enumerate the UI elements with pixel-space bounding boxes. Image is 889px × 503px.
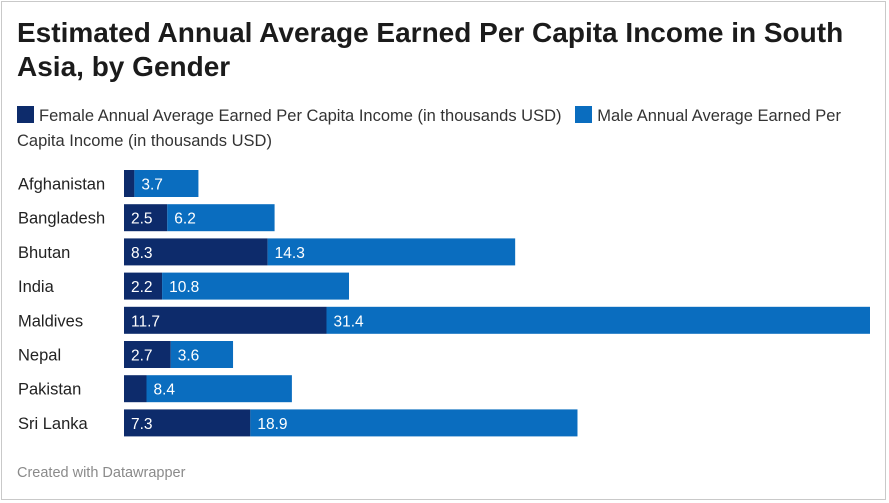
value-label-male-pakistan: 8.4 (154, 382, 176, 399)
category-label-maldives: Maldives (18, 312, 83, 330)
category-label-bangladesh: Bangladesh (18, 210, 105, 228)
bar-female-maldives (124, 306, 327, 334)
legend-label-female: Female Annual Average Earned Per Capita … (39, 107, 562, 125)
category-label-afghanistan: Afghanistan (18, 176, 105, 194)
bar-male-bangladesh (167, 204, 275, 232)
bar-male-bhutan (267, 238, 516, 266)
footer-credit: Created with Datawrapper (17, 465, 186, 481)
bar-male-maldives (326, 306, 870, 334)
bar-male-sri-lanka (250, 409, 578, 437)
bar-male-pakistan (146, 375, 292, 403)
chart-title: Estimated Annual Average Earned Per Capi… (17, 17, 844, 82)
value-label-female-bangladesh: 2.5 (131, 211, 153, 228)
bar-female-bangladesh (124, 204, 168, 232)
value-label-male-bhutan: 14.3 (275, 245, 305, 262)
category-label-sri-lanka: Sri Lanka (18, 415, 89, 433)
bar-female-bhutan (124, 238, 268, 266)
value-label-male-maldives: 31.4 (334, 313, 365, 330)
bar-female-pakistan (124, 375, 147, 403)
legend-item-male: Male Annual Average Earned Per Capita In… (17, 106, 841, 150)
value-label-male-nepal: 3.6 (178, 348, 200, 365)
legend: Female Annual Average Earned Per Capita … (17, 104, 877, 154)
bar-female-india (124, 272, 163, 300)
category-label-nepal: Nepal (18, 347, 61, 365)
legend-item-female: Female Annual Average Earned Per Capita … (17, 106, 562, 125)
value-label-male-sri-lanka: 18.9 (257, 416, 287, 433)
bar-female-afghanistan (124, 170, 135, 197)
category-label-india: India (18, 278, 55, 296)
value-label-male-afghanistan: 3.7 (141, 177, 163, 194)
legend-swatch-female (17, 106, 34, 123)
value-label-female-india: 2.2 (131, 279, 153, 296)
bar-male-afghanistan (134, 170, 199, 197)
legend-swatch-male (575, 106, 593, 123)
legend-label-male: Male Annual Average Earned Per Capita In… (17, 107, 841, 150)
category-label-bhutan: Bhutan (18, 244, 70, 262)
value-label-female-nepal: 2.7 (131, 348, 153, 365)
value-label-female-bhutan: 8.3 (131, 245, 153, 262)
value-label-male-india: 10.8 (169, 279, 199, 296)
value-label-female-sri-lanka: 7.3 (131, 416, 153, 433)
bar-male-india (162, 272, 350, 300)
bar-female-nepal (124, 341, 171, 368)
bar-female-sri-lanka (124, 409, 251, 437)
value-label-male-bangladesh: 6.2 (174, 211, 196, 228)
value-label-female-maldives: 11.7 (131, 313, 160, 330)
bar-male-nepal (170, 341, 234, 368)
category-label-pakistan: Pakistan (18, 381, 81, 399)
